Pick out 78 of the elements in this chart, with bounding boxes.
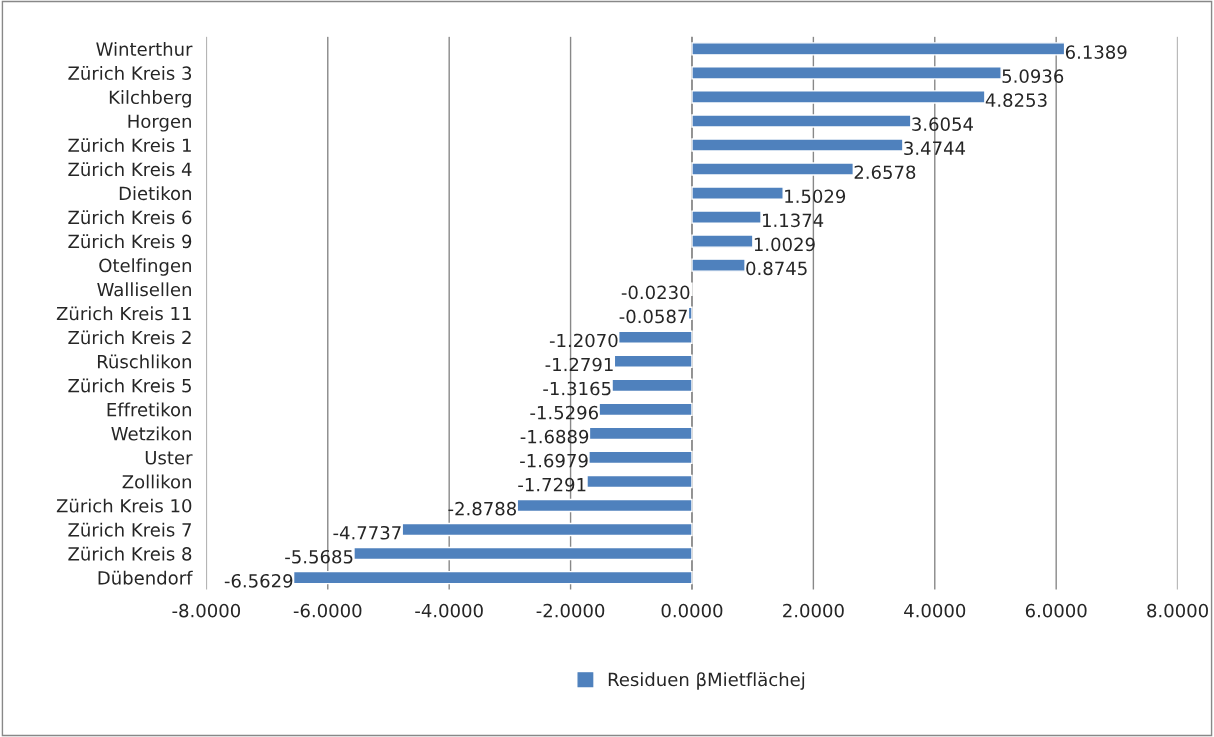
x-tick-label: 4.0000 bbox=[904, 603, 966, 618]
data-label: 3.4744 bbox=[904, 141, 966, 156]
x-tick-label: -4.0000 bbox=[415, 603, 483, 618]
bar bbox=[691, 114, 912, 128]
data-label: 2.6578 bbox=[854, 165, 916, 180]
y-tick-label: Effretikon bbox=[107, 402, 191, 417]
data-label: -1.2070 bbox=[549, 333, 618, 348]
bar bbox=[691, 138, 904, 152]
y-tick-label: Wallisellen bbox=[97, 282, 191, 297]
data-label: -1.7291 bbox=[518, 477, 586, 492]
bar bbox=[292, 570, 693, 585]
bar bbox=[691, 42, 1066, 56]
bar bbox=[611, 378, 693, 393]
data-label: -1.6889 bbox=[520, 429, 589, 444]
data-label: 1.5029 bbox=[785, 189, 846, 204]
y-tick-label: Zürich Kreis 6 bbox=[68, 210, 192, 225]
bar bbox=[598, 402, 693, 417]
y-tick-label: Zürich Kreis 3 bbox=[68, 66, 192, 81]
y-tick-label: Zürich Kreis 1 bbox=[68, 138, 191, 153]
bar bbox=[586, 474, 693, 489]
data-label: -2.8788 bbox=[448, 501, 516, 516]
x-tick-label: -6.0000 bbox=[293, 603, 362, 618]
x-tick-label: 8.0000 bbox=[1147, 603, 1208, 618]
y-tick-label: Otelfingen bbox=[99, 258, 191, 276]
y-tick-label: Zürich Kreis 9 bbox=[68, 234, 192, 249]
data-label: 3.6054 bbox=[912, 117, 973, 132]
data-label: 5.0936 bbox=[1002, 69, 1064, 83]
y-tick-label: Uster bbox=[145, 451, 193, 465]
bar bbox=[401, 522, 693, 537]
y-tick-label: Rüschlikon bbox=[97, 354, 191, 369]
data-label: -0.0230 bbox=[621, 285, 690, 300]
bar bbox=[691, 162, 855, 176]
y-tick-label: Dübendorf bbox=[98, 570, 193, 585]
bar bbox=[618, 330, 693, 344]
bar bbox=[516, 498, 693, 513]
data-label: 1.0029 bbox=[754, 237, 815, 252]
bar bbox=[353, 546, 693, 561]
data-label: 4.8253 bbox=[985, 93, 1047, 107]
y-tick-label: Kilchberg bbox=[109, 90, 191, 108]
bar bbox=[691, 186, 784, 200]
x-tick-label: 0.0000 bbox=[661, 603, 723, 618]
bar bbox=[613, 354, 693, 368]
y-tick-label: Dietikon bbox=[119, 186, 191, 201]
y-tick-label: Winterthur bbox=[96, 42, 193, 56]
bar bbox=[691, 210, 762, 224]
y-tick-label: Wetzikon bbox=[111, 426, 191, 441]
x-tick-label: -2.0000 bbox=[536, 603, 605, 618]
data-label: -6.5629 bbox=[224, 573, 293, 588]
data-label: -0.0587 bbox=[619, 309, 687, 324]
data-label: 1.1374 bbox=[763, 213, 824, 228]
y-tick-label: Zürich Kreis 7 bbox=[68, 522, 191, 537]
y-tick-label: Zürich Kreis 2 bbox=[68, 330, 191, 345]
y-tick-label: Zürich Kreis 8 bbox=[68, 546, 192, 561]
data-label: -4.7737 bbox=[333, 525, 401, 540]
data-label: -1.6979 bbox=[520, 453, 588, 468]
bar bbox=[687, 306, 693, 320]
data-label: -1.2791 bbox=[545, 357, 613, 372]
legend-label: Residuen βMietflächej bbox=[608, 672, 805, 690]
bar bbox=[691, 234, 754, 248]
data-label: -5.5685 bbox=[285, 549, 353, 564]
data-label: 0.8745 bbox=[746, 261, 807, 276]
y-tick-label: Zürich Kreis 4 bbox=[68, 162, 192, 177]
data-label: 6.1389 bbox=[1065, 45, 1127, 59]
y-tick-label: Horgen bbox=[128, 114, 191, 132]
data-label: -1.5296 bbox=[530, 405, 598, 420]
y-tick-label: Zürich Kreis 5 bbox=[68, 378, 191, 393]
y-tick-label: Zürich Kreis 11 bbox=[56, 306, 191, 321]
y-tick-label: Zürich Kreis 10 bbox=[56, 498, 192, 513]
bar bbox=[691, 90, 986, 104]
x-tick-label: -8.0000 bbox=[172, 603, 241, 618]
bar bbox=[691, 258, 746, 272]
x-tick-label: 2.0000 bbox=[783, 603, 844, 618]
data-label: -1.3165 bbox=[543, 381, 611, 396]
bar bbox=[691, 66, 1002, 80]
bar bbox=[588, 426, 693, 441]
bar bbox=[588, 450, 693, 465]
y-tick-label: Zollikon bbox=[122, 474, 191, 489]
x-tick-label: 6.0000 bbox=[1025, 603, 1087, 618]
